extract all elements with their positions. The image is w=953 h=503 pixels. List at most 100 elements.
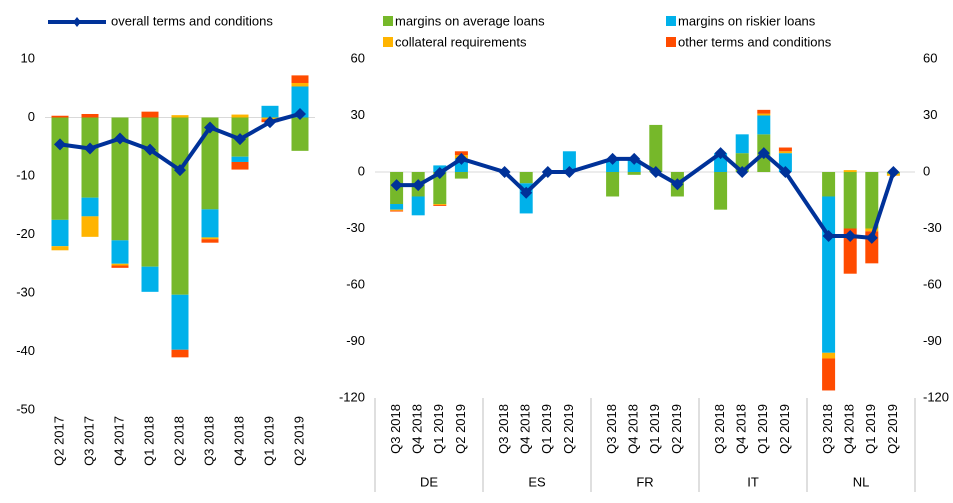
- bar: [649, 124, 663, 172]
- x-tick-label: Q2 2019: [885, 404, 900, 454]
- line-marker: [412, 179, 425, 192]
- bar: [778, 151, 792, 154]
- bar: [81, 117, 99, 198]
- bar: [201, 117, 219, 210]
- y2-tick-label: -120: [923, 389, 949, 404]
- bar: [141, 266, 159, 292]
- x-tick-label: Q4 2018: [626, 404, 641, 454]
- group-label: ES: [528, 474, 546, 489]
- line-marker: [520, 186, 533, 199]
- bar: [51, 246, 69, 251]
- x-tick-label: Q2 2019: [291, 416, 306, 466]
- bar: [778, 147, 792, 152]
- line-marker: [649, 166, 662, 178]
- line-marker: [54, 138, 66, 151]
- legend-label: collateral requirements: [395, 34, 527, 49]
- x-tick-label: Q2 2019: [669, 404, 684, 454]
- bar: [201, 209, 219, 238]
- x-tick-label: Q4 2018: [410, 404, 425, 454]
- group-label: IT: [747, 474, 759, 489]
- bar: [81, 216, 99, 237]
- y2-tick-label: -60: [923, 276, 942, 291]
- bar: [201, 239, 219, 243]
- bar: [433, 204, 447, 206]
- bar: [606, 158, 620, 172]
- line-marker: [736, 166, 749, 178]
- x-tick-label: Q4 2018: [231, 416, 246, 466]
- y-tick-label: -20: [16, 226, 35, 241]
- bar: [627, 172, 641, 175]
- bar: [51, 115, 69, 118]
- y-tick-label: 30: [351, 107, 365, 122]
- x-tick-label: Q2 2019: [777, 404, 792, 454]
- line-marker: [294, 107, 306, 120]
- y-tick-label: -90: [346, 333, 365, 348]
- bar: [433, 172, 447, 205]
- line-marker: [779, 166, 792, 178]
- group-label: DE: [420, 474, 438, 489]
- line-marker: [714, 147, 727, 160]
- y-tick-label: -40: [16, 343, 35, 358]
- y2-tick-label: 60: [923, 50, 937, 65]
- x-tick-label: Q3 2018: [496, 404, 511, 454]
- y2-tick-label: -90: [923, 333, 942, 348]
- line-marker: [204, 121, 216, 134]
- x-tick-label: Q1 2019: [539, 404, 554, 454]
- x-tick-label: Q2 2019: [453, 404, 468, 454]
- bar: [291, 86, 309, 118]
- bar: [111, 263, 129, 266]
- bar: [757, 109, 771, 114]
- line-marker: [757, 147, 770, 160]
- bar: [231, 114, 249, 118]
- bar: [433, 204, 447, 205]
- line-marker: [390, 179, 403, 192]
- x-tick-label: Q3 2017: [81, 416, 96, 466]
- legend-swatch: [666, 16, 676, 26]
- x-tick-label: Q3 2018: [604, 404, 619, 454]
- bar: [141, 111, 159, 118]
- bar: [843, 228, 857, 274]
- y-tick-label: -60: [346, 276, 365, 291]
- bar: [390, 209, 404, 211]
- bar: [231, 161, 249, 170]
- bar: [865, 228, 879, 232]
- bar: [111, 240, 129, 264]
- bar: [171, 115, 189, 118]
- bar: [735, 134, 749, 154]
- x-tick-label: Q3 2018: [712, 404, 727, 454]
- x-tick-label: Q4 2018: [734, 404, 749, 454]
- line-marker: [606, 152, 619, 165]
- y-tick-label: -10: [16, 167, 35, 182]
- legend-label: overall terms and conditions: [111, 13, 273, 28]
- bar: [261, 105, 279, 118]
- line-marker: [264, 116, 276, 129]
- line-marker: [844, 230, 857, 243]
- line-marker: [234, 133, 246, 146]
- x-tick-label: Q2 2017: [51, 416, 66, 466]
- x-tick-label: Q1 2019: [431, 404, 446, 454]
- bar: [865, 172, 879, 229]
- y2-tick-label: -30: [923, 220, 942, 235]
- legend-swatch: [666, 37, 676, 47]
- y-tick-label: 10: [21, 50, 35, 65]
- bar: [291, 75, 309, 83]
- bar: [390, 204, 404, 210]
- bar: [822, 352, 836, 359]
- line-marker: [114, 132, 126, 145]
- bar: [111, 117, 129, 241]
- bar: [231, 156, 249, 162]
- line-marker: [887, 166, 900, 178]
- bar: [51, 117, 69, 220]
- line-marker: [84, 142, 96, 155]
- x-tick-label: Q1 2019: [863, 404, 878, 454]
- bar: [562, 151, 576, 172]
- bar: [757, 115, 771, 135]
- line-marker: [628, 152, 641, 165]
- legend-label: margins on average loans: [395, 13, 545, 28]
- bar: [171, 349, 189, 358]
- bar: [201, 237, 219, 240]
- y2-tick-label: 0: [923, 163, 930, 178]
- y-tick-label: 0: [28, 109, 35, 124]
- line-marker: [498, 166, 511, 178]
